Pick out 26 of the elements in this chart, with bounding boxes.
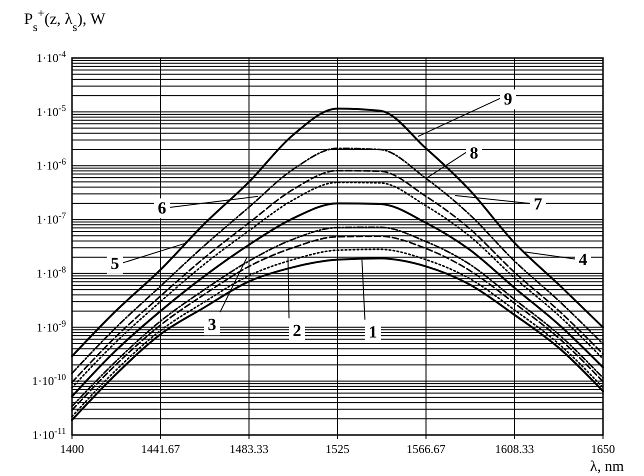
- annotation: 2: [292, 321, 302, 340]
- annotation: 9: [504, 89, 512, 108]
- y-tick-label: 1·10$^{-7}$: [36, 210, 66, 227]
- x-axis-title: λ, nm: [590, 459, 624, 475]
- x-tick-label: 1483.33: [229, 442, 268, 456]
- y-tick-label: 1·10$^{-11}$: [32, 426, 66, 442]
- y-tick-label: 1·10$^{-4}$: [36, 49, 66, 65]
- y-tick-label: 1·10$^{-9}$: [36, 318, 66, 334]
- x-tick-label: 1608.33: [494, 442, 534, 456]
- y-tick-label: 1·10$^{-5}$: [36, 102, 66, 119]
- y-tick-label: 1·10$^{-8}$: [36, 264, 66, 280]
- annotation: 6: [158, 198, 166, 218]
- annotation: 7: [534, 194, 543, 214]
- x-tick-label: 1441.67: [141, 442, 180, 456]
- x-tick-label: 1566.67: [406, 442, 446, 456]
- annotation: 5: [110, 254, 120, 273]
- y-tick-label: 1·10$^{-10}$: [32, 372, 66, 388]
- x-tick-label: 1650: [591, 442, 615, 456]
- y-tick-label: 1·10$^{-6}$: [36, 156, 66, 173]
- x-tick-label: 1525: [326, 442, 350, 456]
- x-tick-label: 1400: [60, 442, 84, 456]
- y-axis-title: P$_{s}$$^{+}$(z, λ$_{s}$), W: [24, 6, 106, 34]
- annotation: 1: [368, 322, 378, 342]
- annotation: 3: [208, 315, 216, 334]
- annotation: 4: [578, 250, 588, 269]
- annotation: 8: [470, 143, 478, 162]
